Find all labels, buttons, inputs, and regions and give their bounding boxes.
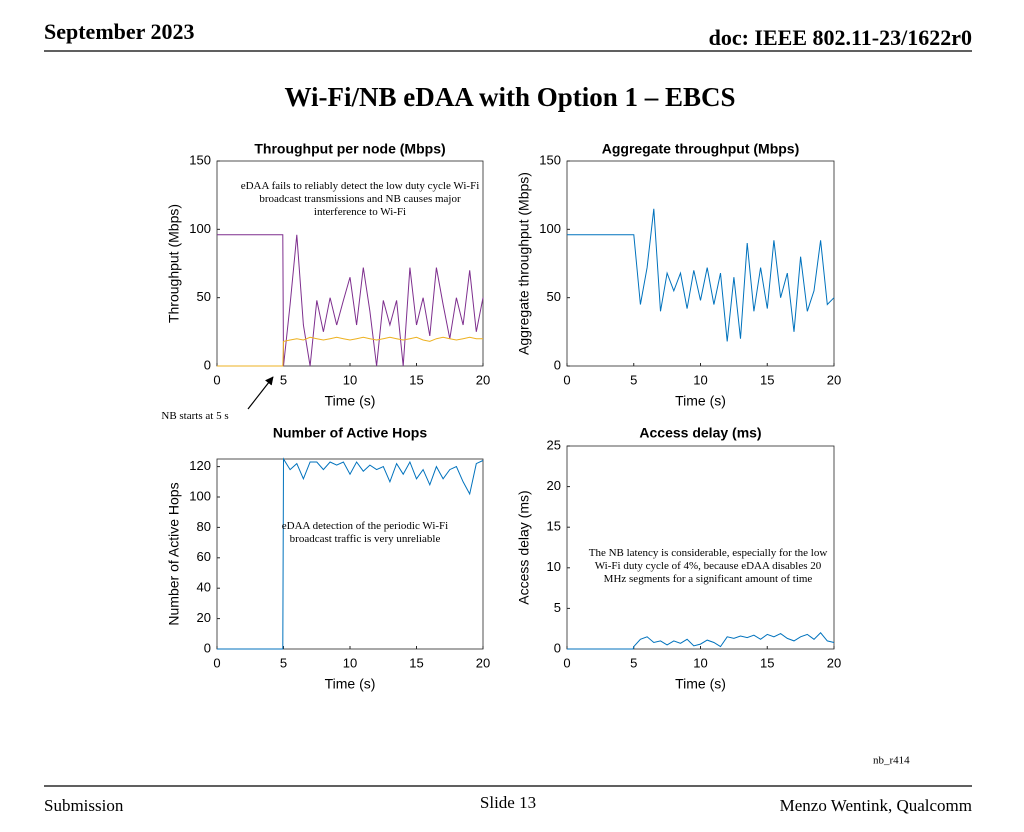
- chart-title: Aggregate throughput (Mbps): [602, 141, 800, 157]
- y-tick-label: 5: [554, 600, 561, 615]
- annotation: eDAA detection of the periodic Wi-Fi bro…: [281, 520, 449, 545]
- y-tick-label: 100: [189, 488, 211, 503]
- note: nb_r414: [873, 755, 910, 767]
- arrow: [247, 376, 274, 410]
- chart-title: Throughput per node (Mbps): [254, 141, 445, 157]
- y-tick-label: 120: [189, 458, 211, 473]
- y-tick-label: 0: [554, 357, 561, 372]
- y-axis-label: Number of Active Hops: [166, 482, 182, 625]
- x-tick-label: 10: [343, 655, 357, 670]
- x-tick-label: 20: [827, 655, 841, 670]
- y-tick-label: 100: [189, 221, 211, 236]
- x-tick-label: 20: [827, 372, 841, 387]
- x-axis-label: Time (s): [325, 393, 376, 409]
- y-tick-label: 0: [204, 357, 211, 372]
- x-tick-label: 5: [280, 655, 287, 670]
- slide-title: Wi-Fi/NB eDAA with Option 1 – EBCS: [284, 82, 735, 112]
- y-axis-label: Access delay (ms): [516, 490, 532, 604]
- series-line: [217, 336, 483, 367]
- y-axis-label: Throughput (Mbps): [166, 204, 182, 323]
- x-axis-label: Time (s): [675, 676, 726, 692]
- y-tick-label: 50: [547, 289, 561, 304]
- y-tick-label: 80: [197, 519, 211, 534]
- y-tick-label: 40: [197, 580, 211, 595]
- x-tick-label: 20: [476, 372, 490, 387]
- x-tick-label: 15: [760, 655, 774, 670]
- y-tick-label: 20: [197, 610, 211, 625]
- y-tick-label: 25: [547, 437, 561, 452]
- x-tick-label: 10: [343, 372, 357, 387]
- y-tick-label: 60: [197, 549, 211, 564]
- annotation: The NB latency is considerable, especial…: [588, 547, 828, 585]
- series-line: [217, 457, 484, 650]
- x-tick-label: 10: [693, 372, 707, 387]
- y-axis-label: Aggregate throughput (Mbps): [516, 172, 532, 355]
- x-tick-label: 5: [630, 655, 637, 670]
- annotation: eDAA fails to reliably detect the low du…: [240, 180, 480, 218]
- x-tick-label: 0: [213, 655, 220, 670]
- y-tick-label: 15: [547, 519, 561, 534]
- footer-right: Menzo Wentink, Qualcomm: [780, 796, 972, 815]
- chart-title: Access delay (ms): [639, 425, 761, 441]
- header-date: September 2023: [44, 19, 195, 44]
- series-line: [567, 208, 835, 342]
- footer-center: Slide 13: [480, 793, 536, 812]
- x-tick-label: 0: [563, 655, 570, 670]
- y-tick-label: 10: [547, 559, 561, 574]
- plot-area: [216, 160, 484, 367]
- y-tick-label: 0: [554, 640, 561, 655]
- footer-left: Submission: [44, 796, 124, 815]
- x-tick-label: 15: [409, 372, 423, 387]
- series-line: [567, 632, 835, 650]
- chart-title: Number of Active Hops: [273, 425, 427, 441]
- y-tick-label: 150: [189, 152, 211, 167]
- y-tick-label: 100: [539, 221, 561, 236]
- x-tick-label: 0: [563, 372, 570, 387]
- plot-area: [216, 458, 484, 650]
- y-tick-label: 0: [204, 640, 211, 655]
- x-tick-label: 0: [213, 372, 220, 387]
- plot-area: [566, 445, 835, 650]
- x-axis-label: Time (s): [675, 393, 726, 409]
- y-tick-label: 150: [539, 152, 561, 167]
- x-tick-label: 15: [760, 372, 774, 387]
- x-tick-label: 20: [476, 655, 490, 670]
- x-tick-label: 5: [630, 372, 637, 387]
- x-tick-label: 5: [280, 372, 287, 387]
- plot-area: [566, 160, 835, 367]
- x-axis-label: Time (s): [325, 676, 376, 692]
- y-tick-label: 20: [547, 478, 561, 493]
- x-tick-label: 10: [693, 655, 707, 670]
- y-tick-label: 50: [197, 289, 211, 304]
- x-tick-label: 15: [409, 655, 423, 670]
- header-doc: doc: IEEE 802.11-23/1622r0: [709, 25, 972, 50]
- annotation: NB starts at 5 s: [161, 410, 229, 422]
